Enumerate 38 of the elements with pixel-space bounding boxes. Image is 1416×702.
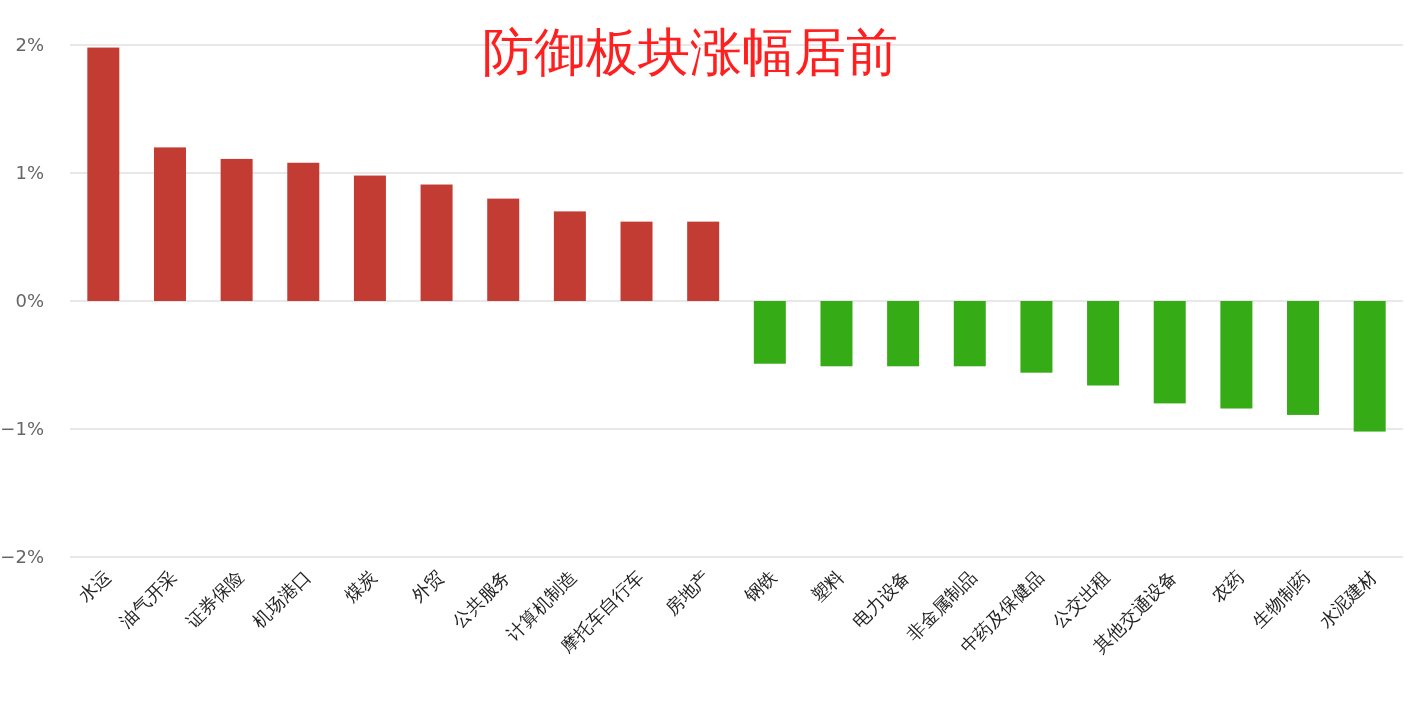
bar (353, 175, 386, 301)
y-tick-label: 0% (15, 290, 44, 311)
x-tick-label: 塑料 (807, 565, 848, 607)
bar (1020, 301, 1053, 373)
x-tick-label: 钢铁 (739, 565, 781, 607)
bar (487, 198, 520, 301)
bar (87, 47, 120, 301)
x-tick-label: 煤炭 (340, 565, 381, 607)
bar (753, 301, 786, 364)
x-tick-label: 水运 (73, 565, 115, 607)
bar (553, 211, 586, 301)
bar (153, 147, 186, 301)
x-tick-label: 生物制药 (1248, 565, 1314, 632)
x-tick-label: 机场港口 (248, 565, 315, 632)
x-tick-label: 油气开采 (115, 565, 181, 632)
bar (220, 158, 253, 301)
bar (820, 301, 853, 367)
y-tick-label: 1% (15, 162, 44, 183)
y-tick-label: −2% (0, 546, 44, 567)
bar (420, 184, 453, 301)
y-tick-label: 2% (15, 34, 44, 55)
bar (1220, 301, 1253, 409)
y-tick-label: −1% (0, 418, 44, 439)
x-tick-label: 农药 (1206, 565, 1248, 607)
x-tick-label: 水泥建材 (1314, 565, 1381, 632)
bar (887, 301, 920, 367)
bar (1153, 301, 1186, 404)
bar (1287, 301, 1320, 415)
bar (287, 162, 320, 301)
x-tick-label: 外贸 (407, 565, 448, 607)
bar (620, 221, 653, 301)
x-tick-label: 房地产 (660, 565, 714, 620)
bar (953, 301, 986, 367)
bar (687, 221, 720, 301)
bar (1353, 301, 1386, 432)
bar (1087, 301, 1120, 386)
x-tick-label: 证券保险 (181, 565, 248, 632)
chart-title: 防御板块涨幅居前 (482, 22, 898, 82)
